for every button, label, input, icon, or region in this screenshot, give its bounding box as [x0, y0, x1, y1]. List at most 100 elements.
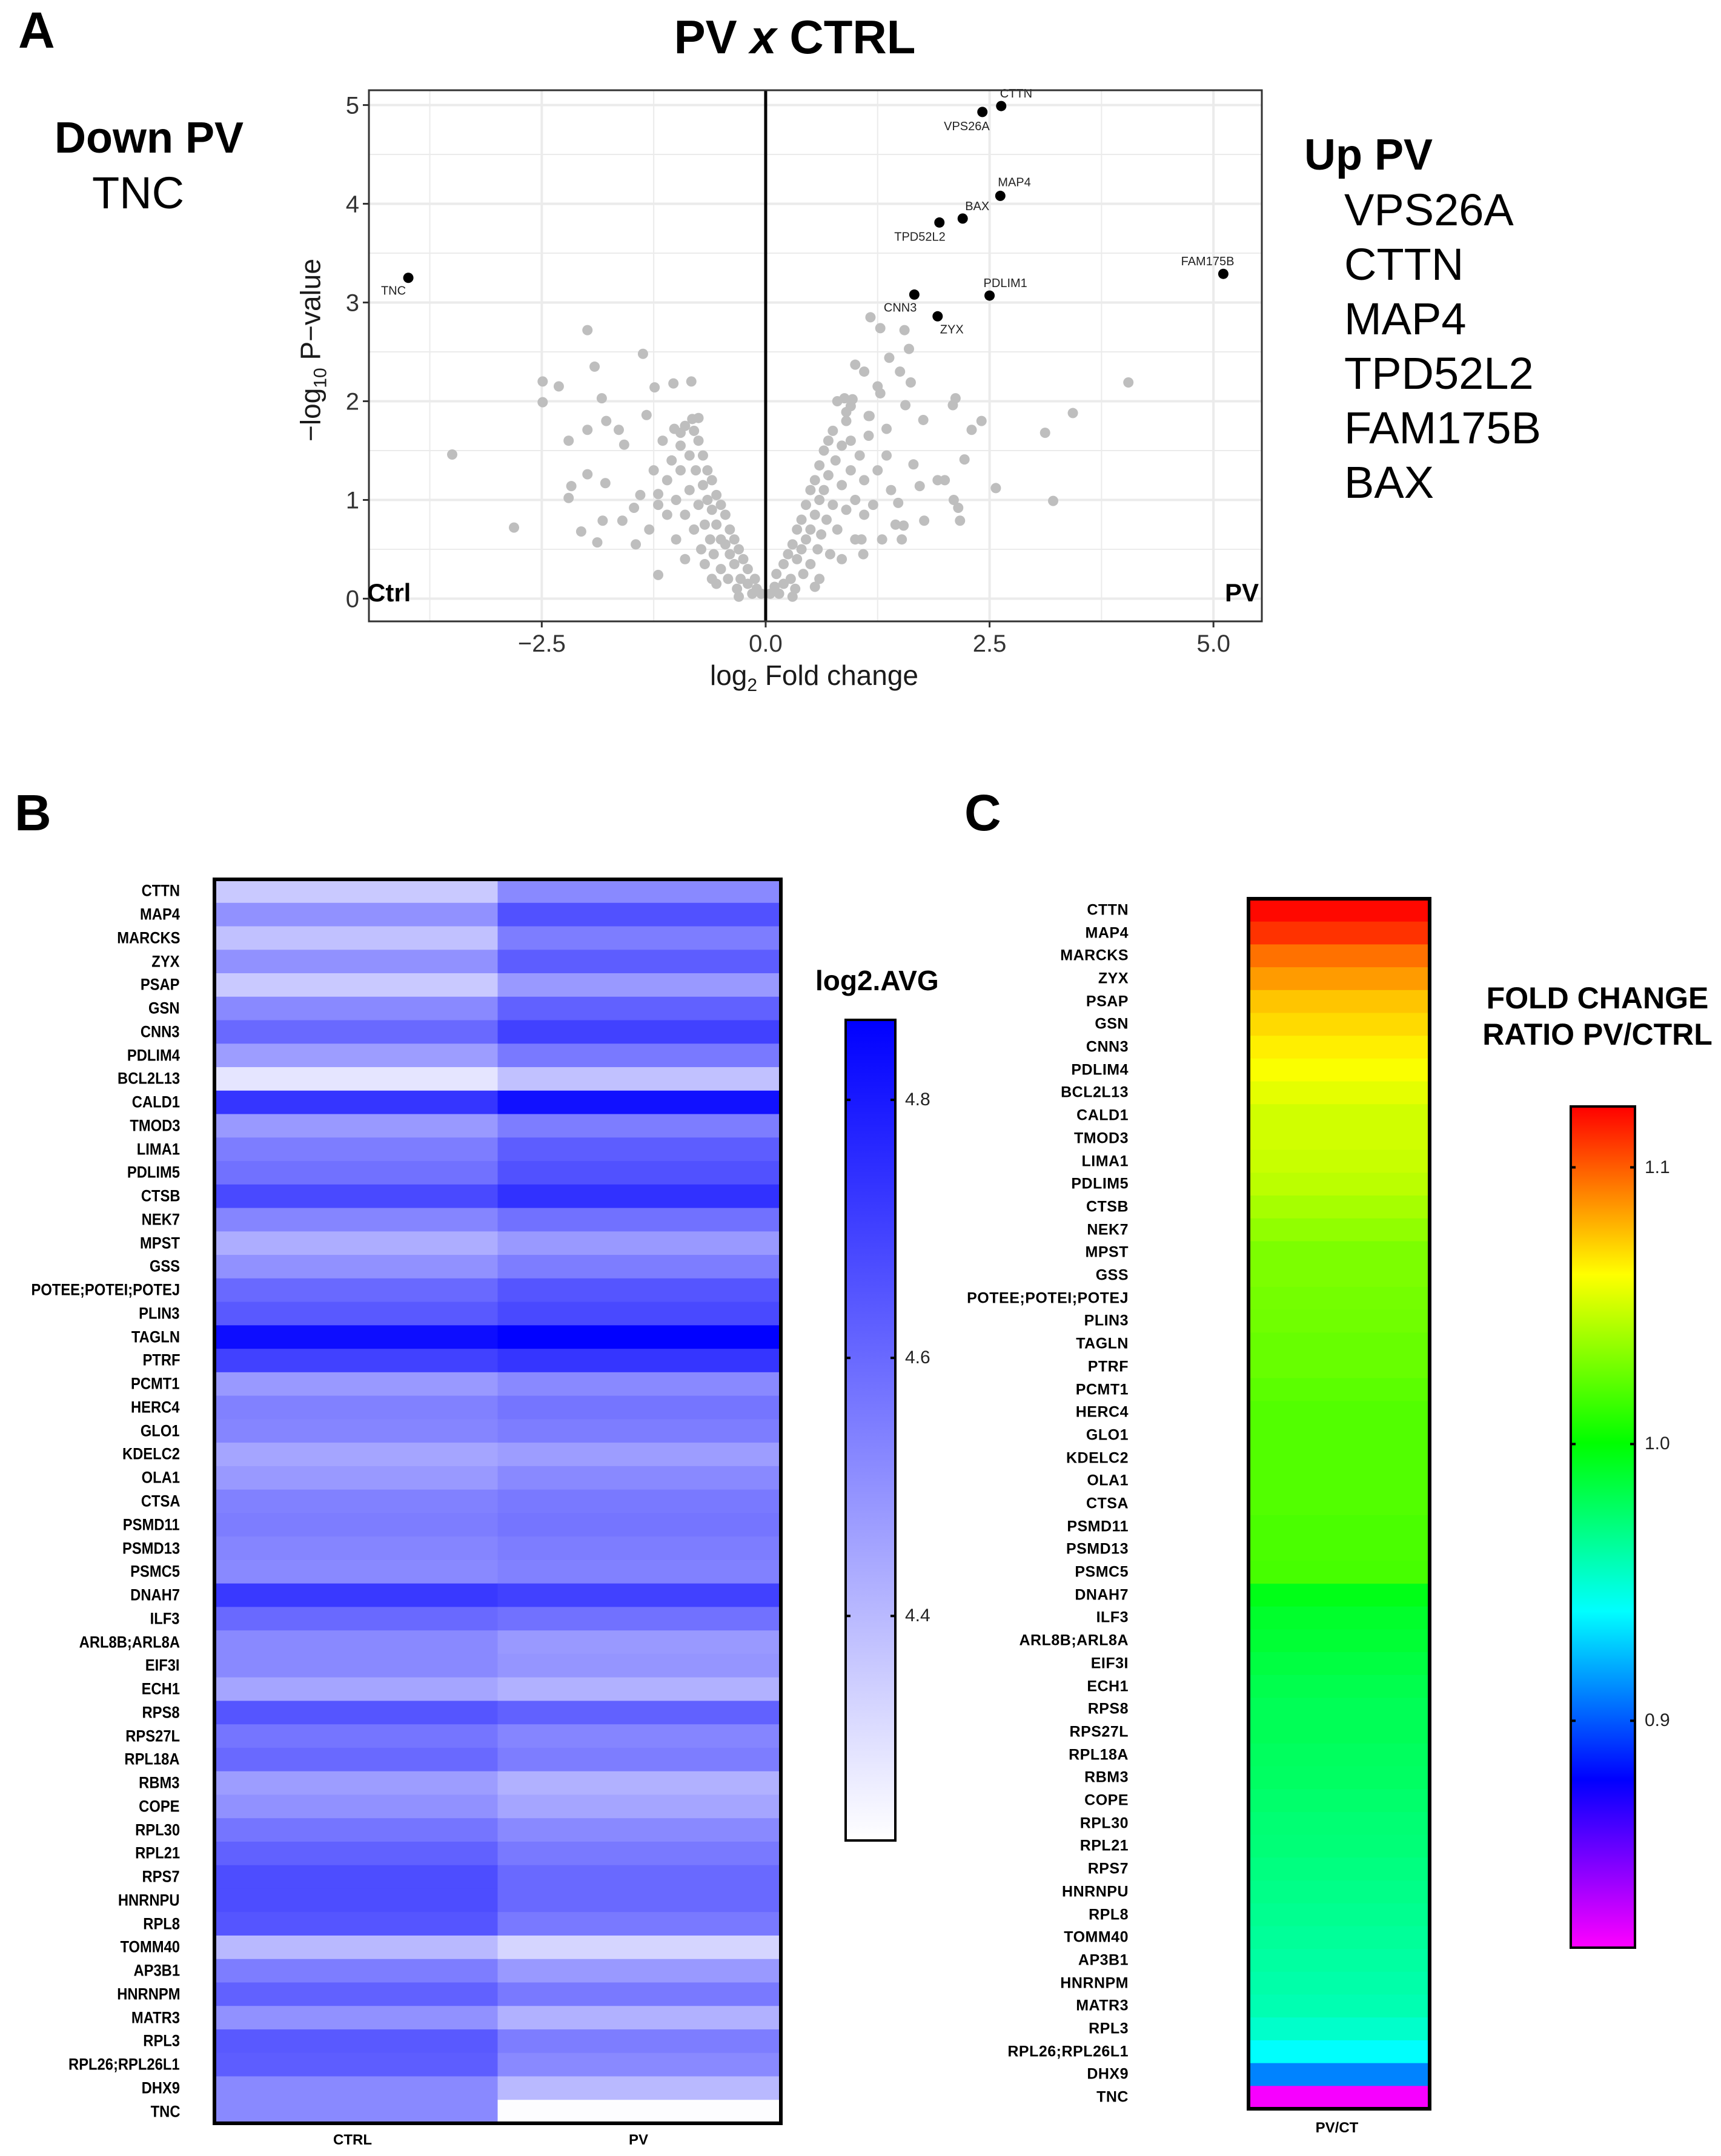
- data-point: [601, 415, 612, 426]
- heatmap-cell: [497, 1747, 781, 1772]
- row-label: ECH1: [141, 1679, 180, 1698]
- data-point: [886, 484, 897, 495]
- heatmap-cell: [214, 1137, 498, 1162]
- data-point: [649, 382, 660, 393]
- plot-background: [369, 90, 1262, 621]
- heatmap-cell: [214, 1184, 498, 1209]
- data-point: [699, 519, 710, 530]
- data-point: [732, 583, 743, 594]
- row-label: RPS27L: [1069, 1723, 1129, 1741]
- row-label: EIF3I: [145, 1656, 180, 1675]
- row-label: COPE: [1084, 1791, 1129, 1809]
- heatmap-cell: [214, 1161, 498, 1185]
- heatmap-cell: [214, 1043, 498, 1068]
- heatmap-cell: [1248, 1675, 1430, 1698]
- data-point: [734, 591, 744, 602]
- row-label: KDELC2: [122, 1444, 180, 1463]
- row-label: RBM3: [1084, 1768, 1129, 1786]
- y-tick-label: 4: [346, 191, 359, 217]
- ctrl-corner-label: Ctrl: [367, 578, 411, 607]
- data-point: [1048, 495, 1059, 506]
- data-point: [990, 483, 1001, 494]
- title-ctrl: CTRL: [789, 10, 916, 64]
- row-label: EIF3I: [1090, 1655, 1129, 1672]
- data-point: [706, 475, 717, 486]
- up-gene-item: CTTN: [1344, 239, 1464, 289]
- data-point: [823, 470, 834, 481]
- row-label: MATR3: [131, 2008, 180, 2027]
- heatmap-cell: [214, 1888, 498, 1913]
- data-point: [693, 500, 704, 511]
- heatmap-cell: [214, 1559, 498, 1584]
- row-label: RPL8: [143, 1914, 180, 1933]
- data-point: [715, 534, 726, 545]
- data-point: [715, 564, 726, 575]
- row-label: RPL18A: [124, 1750, 180, 1768]
- heatmap-cell: [497, 973, 781, 997]
- row-label: ZYX: [1098, 970, 1129, 987]
- data-point: [617, 515, 628, 526]
- heatmap-cell: [1248, 1401, 1430, 1424]
- heatmap-cell: [1248, 1766, 1430, 1790]
- heatmap-cell: [1248, 1469, 1430, 1493]
- up-gene-item: FAM175B: [1344, 403, 1541, 453]
- row-label: BCL2L13: [1061, 1083, 1129, 1101]
- data-point: [662, 475, 672, 486]
- data-point: [697, 480, 708, 491]
- significant-point: [957, 213, 968, 224]
- data-point: [839, 393, 850, 404]
- heatmap-cell: [497, 1489, 781, 1513]
- point-label: BAX: [965, 200, 989, 213]
- heatmap-cell: [497, 1959, 781, 1983]
- data-point: [903, 343, 914, 354]
- data-point: [738, 554, 749, 564]
- heatmap-cell: [1248, 1949, 1430, 1972]
- row-label: POTEE;POTEI;POTEJ: [31, 1280, 180, 1299]
- data-point: [881, 450, 892, 461]
- row-label: PLIN3: [139, 1304, 180, 1323]
- data-point: [837, 440, 847, 451]
- data-point: [671, 534, 681, 545]
- row-label: RPL3: [1089, 2020, 1129, 2037]
- heatmap-cell: [214, 1677, 498, 1701]
- heatmap-cell: [1248, 2063, 1430, 2086]
- heatmap-cell: [497, 1771, 781, 1795]
- heatmap-cell: [497, 1043, 781, 1068]
- data-point: [747, 588, 758, 599]
- data-point: [725, 549, 735, 560]
- data-point: [841, 504, 852, 515]
- heatmap-cell: [1248, 1172, 1430, 1196]
- column-label-pv: PV: [628, 2132, 649, 2148]
- data-point: [771, 569, 782, 580]
- row-label: DNAH7: [1075, 1586, 1129, 1604]
- point-label: VPS26A: [944, 120, 990, 133]
- data-point: [653, 489, 664, 500]
- data-point: [684, 484, 695, 495]
- up-gene-item: VPS26A: [1344, 185, 1514, 235]
- heatmap-cell: [497, 2100, 781, 2124]
- data-point: [850, 359, 861, 370]
- significant-point: [932, 311, 943, 322]
- log2-avg-colorbar: [844, 1019, 897, 1842]
- heatmap-cell: [497, 1349, 781, 1373]
- heatmap-cell: [497, 996, 781, 1021]
- data-point: [693, 435, 704, 446]
- row-label: ZYX: [151, 952, 180, 971]
- data-point: [582, 469, 593, 480]
- data-point: [792, 554, 803, 564]
- up-pv-heading: Up PV: [1304, 131, 1433, 179]
- heatmap-cell: [1248, 1264, 1430, 1288]
- row-label: HERC4: [1075, 1403, 1129, 1421]
- point-label: ZYX: [940, 323, 964, 336]
- row-label: TMOD3: [129, 1116, 180, 1135]
- heatmap-cell: [1248, 1126, 1430, 1151]
- data-point: [877, 534, 887, 545]
- data-point: [563, 492, 574, 503]
- data-point: [635, 489, 646, 500]
- heatmap-cell: [1248, 1629, 1430, 1653]
- data-point: [592, 537, 603, 548]
- heatmap-cell: [214, 1771, 498, 1795]
- data-point: [805, 558, 816, 569]
- data-point: [644, 524, 655, 535]
- data-point: [680, 509, 691, 520]
